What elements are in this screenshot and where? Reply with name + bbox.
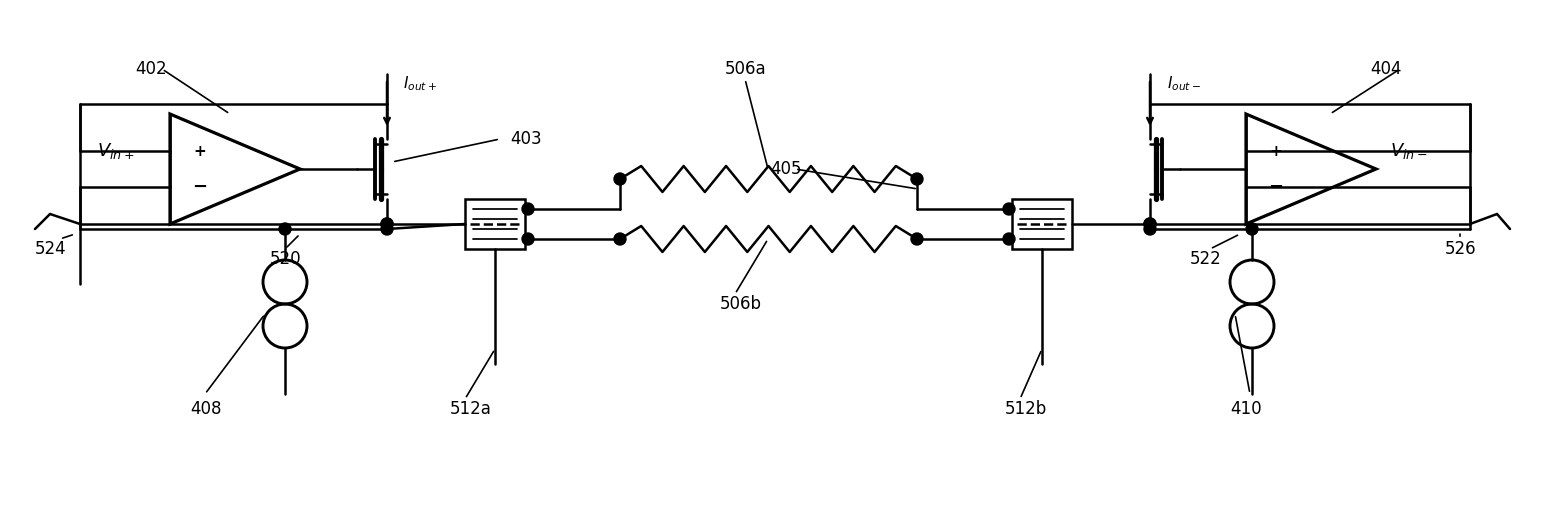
Text: 402: 402 [135,60,167,78]
Circle shape [1246,223,1258,235]
Circle shape [614,233,626,245]
Bar [1013,199,1071,249]
Text: 408: 408 [190,400,221,418]
Circle shape [1144,218,1156,230]
Text: $V_{in-}$: $V_{in-}$ [1390,141,1427,161]
Text: 512a: 512a [450,400,492,418]
Text: 404: 404 [1370,60,1402,78]
Circle shape [911,233,923,245]
Text: $V_{in+}$: $V_{in+}$ [97,141,135,161]
Circle shape [1003,203,1016,215]
Circle shape [278,223,291,235]
Circle shape [523,233,533,245]
Text: $I_{out+}$: $I_{out+}$ [404,74,438,93]
Circle shape [1144,223,1156,235]
Text: +: + [193,144,206,158]
Bar [465,199,526,249]
Circle shape [1003,233,1016,245]
Text: 512b: 512b [1005,400,1047,418]
Circle shape [1144,218,1156,230]
Text: 506a: 506a [725,60,767,78]
Text: 410: 410 [1231,400,1262,418]
Text: 405: 405 [770,160,801,178]
Text: 524: 524 [36,240,66,258]
Text: +: + [1269,144,1282,158]
Circle shape [380,218,393,230]
Text: 520: 520 [271,250,301,268]
Text: 522: 522 [1190,250,1221,268]
Text: 403: 403 [510,130,541,148]
Circle shape [614,173,626,185]
Circle shape [911,173,923,185]
Circle shape [523,203,533,215]
Circle shape [380,218,393,230]
Text: −: − [1268,178,1283,196]
Text: 526: 526 [1446,240,1476,258]
Text: −: − [192,178,207,196]
Text: $I_{out-}$: $I_{out-}$ [1167,74,1201,93]
Text: 506b: 506b [720,295,762,313]
Circle shape [380,223,393,235]
